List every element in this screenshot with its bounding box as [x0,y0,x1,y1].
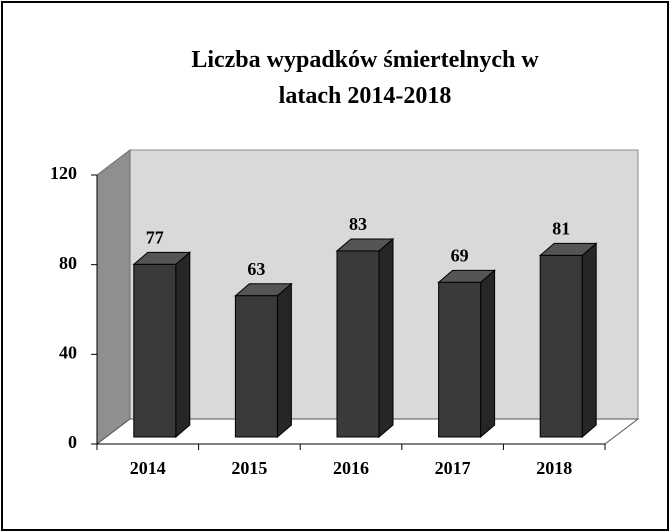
bar-side [581,242,597,439]
bar-side [175,251,191,439]
x-tick-label: 2016 [333,458,369,478]
x-tick-label: 2017 [435,458,471,478]
bar [336,250,380,438]
data-label: 63 [247,259,265,279]
x-tick-label: 2015 [231,458,267,478]
bar-side [378,237,394,439]
y-tick-label: 0 [68,432,77,452]
bar-side [480,269,496,439]
data-label: 81 [552,219,570,239]
chart-title: Liczba wypadków śmiertelnych w latach 20… [191,47,539,109]
bar [234,295,278,438]
bar [438,281,482,438]
y-tick-label: 80 [59,253,77,273]
data-label: 77 [146,228,164,248]
y-tick-label: 120 [50,163,77,183]
side-wall [96,148,131,446]
bar [539,254,583,438]
x-tick-label: 2014 [130,458,166,478]
y-tick-label: 40 [59,342,77,362]
bar-side [276,282,292,439]
data-label: 83 [349,214,367,234]
data-label: 69 [451,245,469,265]
bar [133,263,177,438]
x-tick-label: 2018 [536,458,572,478]
